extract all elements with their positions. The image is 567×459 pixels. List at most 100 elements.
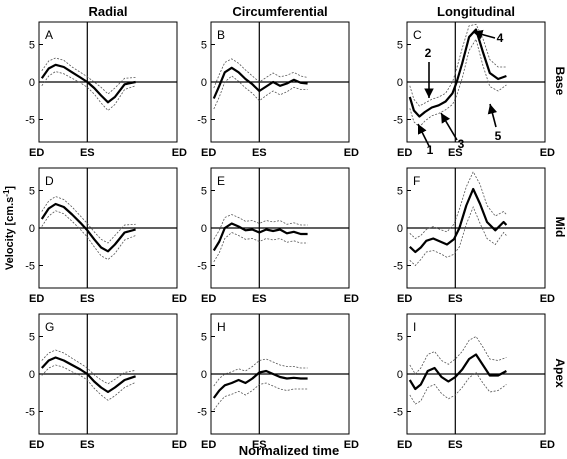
series-lower-bound — [409, 371, 507, 405]
x-tick-label: ES — [448, 147, 463, 159]
x-tick-label: ES — [252, 439, 267, 451]
y-tick-label: -5 — [25, 261, 35, 273]
panel-g: 5 0 -5 ED ES ED G — [25, 313, 187, 451]
x-tick-label: ED — [397, 439, 412, 451]
series-upper-bound — [41, 57, 136, 95]
series-mean — [212, 369, 308, 399]
y-axis-label-end: ] — [4, 186, 16, 190]
x-tick-label: ED — [397, 147, 412, 159]
row-labels: Base Mid Apex — [553, 67, 567, 388]
y-tick-label: 0 — [397, 369, 403, 381]
panel-e: 5 0 -5 ED ES ED E — [197, 167, 359, 305]
annotation-label-5: 5 — [495, 129, 502, 143]
x-axis-label: Normalized time — [239, 443, 339, 458]
x-tick-label: ES — [80, 147, 95, 159]
series-mean — [212, 66, 308, 99]
panel-letter: F — [413, 174, 420, 188]
panel-a: 5 0 -5 ED ES ED A — [25, 21, 187, 159]
series-upper-bound — [213, 58, 308, 89]
series-mean — [408, 353, 507, 391]
y-tick-label: -5 — [197, 261, 207, 273]
x-tick-label: ED — [201, 439, 216, 451]
series-mean — [40, 63, 136, 104]
y-tick-label: 0 — [397, 223, 403, 235]
series-lower-bound — [41, 364, 136, 401]
x-tick-label: ES — [80, 293, 95, 305]
series-mean — [408, 28, 507, 118]
x-tick-label: ED — [29, 439, 44, 451]
annotation-label-2: 2 — [425, 46, 432, 60]
series-lower-bound — [409, 205, 507, 267]
x-tick-label: ED — [397, 293, 412, 305]
x-tick-label: ED — [172, 439, 187, 451]
x-tick-label: ES — [252, 293, 267, 305]
annotation-arrow-5 — [487, 103, 498, 128]
y-tick-label: 5 — [201, 186, 207, 198]
panel-i: 5 0 -5 ED ES ED I — [393, 313, 555, 451]
series-mean — [40, 202, 136, 253]
series-lower-bound — [41, 71, 136, 112]
x-tick-label: ED — [29, 293, 44, 305]
panel-f: 5 0 -5 ED ES ED F — [393, 167, 555, 305]
series-upper-bound — [409, 170, 507, 239]
panel-h: 5 0 -5 ED ES ED H — [197, 313, 359, 451]
annotation-arrow-3 — [440, 112, 458, 141]
x-tick-label: ES — [252, 147, 267, 159]
series-lower-bound — [41, 210, 136, 260]
panel-b: 5 0 -5 ED ES ED B — [197, 21, 359, 159]
annotation-arrows: 1 2 3 4 5 — [417, 29, 504, 157]
y-tick-label: 5 — [29, 186, 35, 198]
y-tick-label: -5 — [25, 407, 35, 419]
column-title-longitudinal: Longitudinal — [437, 4, 515, 19]
x-tick-label: ED — [344, 439, 359, 451]
y-tick-label: -5 — [393, 115, 403, 127]
panel-letter: H — [217, 320, 226, 334]
series-upper-bound — [409, 23, 507, 107]
row-label-apex: Apex — [553, 358, 567, 388]
series-mean — [40, 356, 136, 394]
panel-letter: E — [217, 174, 225, 188]
panel-letter: I — [413, 320, 416, 334]
y-tick-label: 5 — [201, 40, 207, 52]
y-tick-label: -5 — [197, 407, 207, 419]
y-tick-label: 0 — [201, 223, 207, 235]
x-tick-label: ED — [172, 147, 187, 159]
panel-letter: G — [45, 320, 54, 334]
row-label-base: Base — [553, 67, 567, 96]
x-tick-label: ES — [448, 439, 463, 451]
series-mean — [409, 187, 508, 254]
annotation-arrow-1 — [417, 123, 430, 147]
x-tick-label: ED — [172, 293, 187, 305]
column-title-radial: Radial — [88, 4, 127, 19]
column-titles: Radial Circumferential Longitudinal — [88, 4, 515, 19]
y-tick-label: 0 — [201, 369, 207, 381]
series-upper-bound — [41, 349, 136, 385]
series-lower-bound — [213, 75, 308, 110]
x-tick-label: ED — [29, 147, 44, 159]
series-lower-bound — [213, 382, 308, 411]
x-tick-label: ED — [201, 293, 216, 305]
x-tick-label: ED — [344, 147, 359, 159]
y-tick-label: 0 — [201, 77, 207, 89]
series-lower-bound — [213, 232, 308, 263]
y-tick-label: 5 — [397, 40, 403, 52]
panel-letter: A — [45, 28, 53, 42]
y-tick-label: 5 — [397, 332, 403, 344]
y-tick-label: 5 — [29, 40, 35, 52]
x-tick-label: ED — [201, 147, 216, 159]
annotation-label-3: 3 — [458, 137, 465, 151]
column-title-circumferential: Circumferential — [232, 4, 327, 19]
y-tick-label: 5 — [397, 186, 403, 198]
x-tick-label: ES — [80, 439, 95, 451]
panel-letter: C — [413, 28, 422, 42]
y-tick-label: -5 — [393, 407, 403, 419]
panel-c: 5 0 -5 ED ES ED C — [393, 21, 555, 159]
y-tick-label: 0 — [397, 77, 403, 89]
y-tick-label: 0 — [29, 223, 35, 235]
x-tick-label: ED — [540, 293, 555, 305]
y-tick-label: -5 — [393, 261, 403, 273]
series-upper-bound — [213, 214, 308, 240]
series-upper-bound — [409, 335, 507, 375]
annotation-label-1: 1 — [427, 143, 434, 157]
